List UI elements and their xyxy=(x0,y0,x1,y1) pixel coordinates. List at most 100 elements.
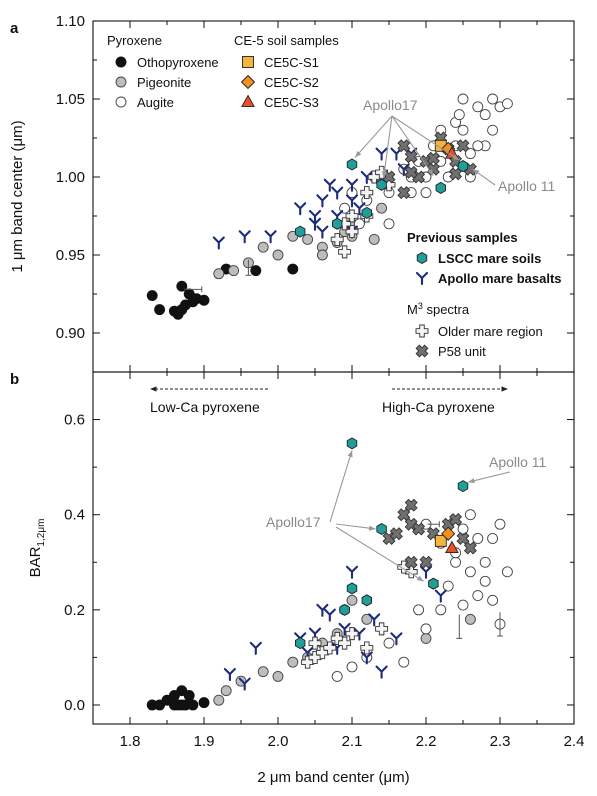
point-apollo-mare-basalts xyxy=(223,668,236,682)
x-tick-label: 2.0 xyxy=(268,733,289,750)
point-augite xyxy=(487,594,499,606)
annotation-high-ca-arrow-head xyxy=(501,386,508,392)
annotation-apollo17-a-arrow-4 xyxy=(391,115,460,161)
point-augite xyxy=(420,623,432,635)
point-othopyroxene xyxy=(146,290,158,302)
point-p58-unit xyxy=(463,541,477,555)
point-lscc-mare-soils xyxy=(376,178,387,191)
legend-label-othopyroxene: Othopyroxene xyxy=(137,55,219,70)
point-apollo-mare-basalts xyxy=(238,230,251,244)
annotation-apollo17-a: Apollo17 xyxy=(363,97,418,113)
point-older-mare-region xyxy=(338,245,352,259)
point-p58-unit xyxy=(397,186,411,200)
y-tick-label: 1.00 xyxy=(56,169,85,186)
legend-label-pigeonite: Pigeonite xyxy=(137,75,191,90)
point-apollo-mare-basalts xyxy=(316,225,329,239)
point-p58-unit xyxy=(419,555,433,569)
point-p58-unit xyxy=(456,139,470,153)
point-othopyroxene xyxy=(287,263,299,275)
point-lscc-mare-soils xyxy=(428,577,439,590)
legend-title-m3-sup: 3 xyxy=(418,301,423,311)
x-tick-label: 1.8 xyxy=(120,733,141,750)
point-older-mare-region xyxy=(345,627,359,641)
y-axis-label-b: BAR1,2μm xyxy=(27,519,47,578)
point-apollo-mare-basalts xyxy=(308,217,322,231)
point-apollo-mare-basalts xyxy=(390,632,403,646)
point-augite xyxy=(413,604,425,616)
point-p58-unit xyxy=(404,498,418,512)
x-tick-label: 2.4 xyxy=(564,733,585,750)
point-apollo-mare-basalts xyxy=(353,202,366,216)
point-p58-unit xyxy=(404,555,418,569)
point-p58-unit xyxy=(397,139,411,153)
point-augite xyxy=(383,218,395,230)
point-othopyroxene xyxy=(198,697,210,709)
annotation-low-ca-arrow-head xyxy=(150,386,157,392)
annotation-apollo11-b-arrow-head xyxy=(468,478,475,484)
y-axis-label-a: 1 μm band center (μm) xyxy=(9,120,26,272)
point-augite xyxy=(464,509,476,521)
point-augite xyxy=(487,533,499,544)
point-pigeonite xyxy=(257,666,269,678)
y-axis-label-b-main: BAR xyxy=(27,546,44,577)
legend-label-ce5c-s2: CE5C-S2 xyxy=(264,75,319,90)
point-older-mare-region xyxy=(360,641,374,655)
point-lscc-mare-soils xyxy=(457,480,469,493)
point-augite xyxy=(457,523,469,535)
point-lscc-mare-soils xyxy=(346,582,358,595)
y-tick-label: 0.90 xyxy=(56,325,85,342)
point-augite xyxy=(501,98,513,110)
point-apollo-mare-basalts xyxy=(360,651,373,665)
point-older-mare-region xyxy=(323,641,337,655)
point-lscc-mare-soils xyxy=(339,603,350,616)
legend-title-m3-rest: spectra xyxy=(423,302,470,317)
point-older-mare-region xyxy=(330,232,344,246)
point-apollo-mare-basalts xyxy=(249,641,262,655)
point-othopyroxene xyxy=(154,304,166,316)
point-pigeonite xyxy=(220,685,232,697)
point-lscc-mare-soils xyxy=(331,217,343,230)
point-lscc-mare-soils xyxy=(294,637,306,650)
legend-title-m3: M3 spectra xyxy=(407,301,470,317)
annotation-apollo17-a-arrow-3 xyxy=(391,115,434,176)
annotation-apollo17-b-arrow-3 xyxy=(335,526,424,582)
point-older-mare-region xyxy=(360,186,374,200)
legend-label-augite: Augite xyxy=(137,95,174,110)
point-pigeonite xyxy=(302,233,314,245)
point-p58-unit xyxy=(389,527,403,541)
point-pigeonite xyxy=(287,656,299,668)
point-lscc-mare-soils xyxy=(346,437,358,450)
point-apollo-mare-basalts xyxy=(375,665,388,679)
annotation-apollo17-a-arrow-2-head xyxy=(381,171,388,178)
point-pigeonite xyxy=(272,670,284,682)
point-apollo-mare-basalts xyxy=(375,147,388,161)
y-tick-label: 0.95 xyxy=(56,247,85,264)
point-lscc-mare-soils xyxy=(294,225,306,238)
point-augite xyxy=(398,656,410,668)
point-lscc-mare-soils xyxy=(376,522,387,535)
x-tick-label: 2.2 xyxy=(416,733,437,750)
point-augite xyxy=(457,599,469,611)
point-apollo-mare-basalts xyxy=(323,178,336,192)
point-apollo-mare-basalts xyxy=(419,565,433,579)
point-apollo-mare-basalts xyxy=(360,170,373,185)
point-othopyroxene xyxy=(176,280,188,292)
point-pigeonite xyxy=(213,694,225,706)
point-lscc-mare-soils xyxy=(361,206,373,219)
point-pigeonite xyxy=(316,249,328,261)
point-othopyroxene xyxy=(183,690,195,701)
point-lscc-mare-soils xyxy=(346,158,358,171)
point-apollo-mare-basalts xyxy=(345,178,359,192)
point-apollo-mare-basalts xyxy=(294,202,307,216)
legend-marker-augite xyxy=(115,96,127,108)
point-augite xyxy=(479,575,491,587)
legend-title-ce5: CE-5 soil samples xyxy=(234,33,339,48)
panel-b-frame xyxy=(92,371,575,725)
point-othopyroxene xyxy=(250,265,262,277)
legend-marker-older-mare-region xyxy=(415,324,429,338)
point-pigeonite xyxy=(257,241,269,253)
legend-label-p58-unit: P58 unit xyxy=(438,344,486,359)
legend-label-older-mare-region: Older mare region xyxy=(438,324,543,339)
legend-label-ce5c-s1: CE5C-S1 xyxy=(264,55,319,70)
